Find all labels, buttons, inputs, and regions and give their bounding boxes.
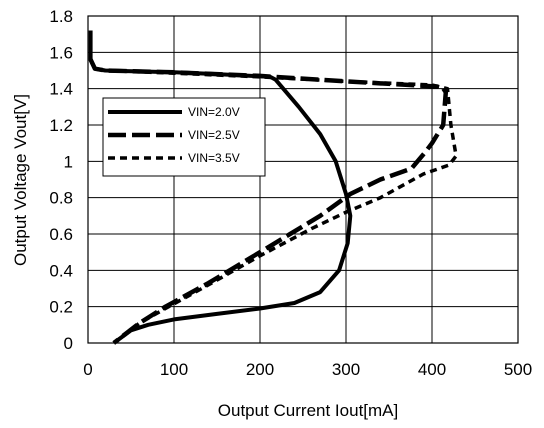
series-layer [88, 30, 458, 345]
series-line-2 [88, 58, 449, 345]
x-axis-title: Output Current Iout[mA] [218, 401, 398, 420]
y-tick-label: 1.8 [49, 7, 73, 26]
series-line-3 [89, 58, 458, 345]
legend-box [102, 97, 266, 177]
y-tick-label: 0.4 [49, 261, 73, 280]
plot-frame [87, 15, 519, 344]
legend-label-3: VIN=3.5V [188, 151, 240, 165]
y-tick-label: 0 [64, 334, 73, 353]
legend-label-2: VIN=2.5V [188, 128, 240, 142]
x-tick-label: 100 [160, 360, 188, 379]
x-tick-label: 300 [332, 360, 360, 379]
legend-label-1: VIN=2.0V [188, 105, 240, 119]
x-tick-label: 0 [83, 360, 92, 379]
y-tick-label: 1.6 [49, 43, 73, 62]
x-tick-label: 200 [246, 360, 274, 379]
y-tick-label: 0.6 [49, 225, 73, 244]
y-tick-label: 1.4 [49, 80, 73, 99]
y-tick-label: 1 [64, 152, 73, 171]
y-tick-label: 0.2 [49, 298, 73, 317]
x-tick-label: 400 [418, 360, 446, 379]
y-tick-label: 1.2 [49, 116, 73, 135]
legend: VIN=2.0V VIN=2.5V VIN=3.5V [102, 97, 266, 177]
x-tick-labels: 0 100 200 300 400 500 [83, 360, 532, 379]
y-axis-title: Output Voltage Vout[V] [11, 94, 30, 266]
y-tick-label: 0.8 [49, 189, 73, 208]
x-tick-label: 500 [504, 360, 532, 379]
y-tick-labels: 0 0.2 0.4 0.6 0.8 1 1.2 1.4 1.6 1.8 [49, 7, 73, 353]
